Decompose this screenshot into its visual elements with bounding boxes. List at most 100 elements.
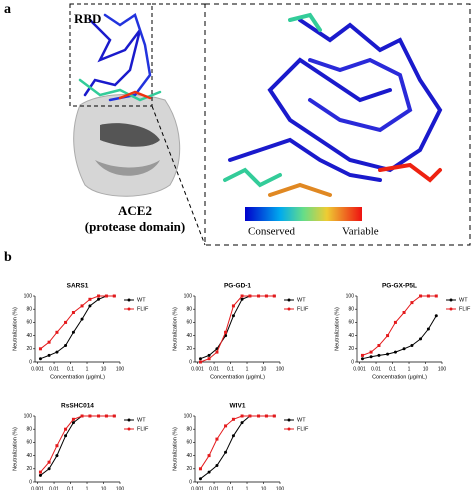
data-point bbox=[264, 294, 268, 298]
fit-curve bbox=[200, 295, 275, 360]
data-point bbox=[426, 327, 430, 331]
fit-curve bbox=[40, 415, 115, 476]
data-point bbox=[240, 414, 244, 418]
data-point bbox=[426, 294, 430, 298]
y-tick-label: 40 bbox=[348, 333, 354, 339]
x-tick-label: 0.1 bbox=[227, 486, 234, 490]
y-tick-label: 80 bbox=[348, 307, 354, 313]
data-point bbox=[257, 414, 261, 418]
ace2-sub: (protease domain) bbox=[85, 219, 186, 234]
x-axis-label: Concentration (μg/mL) bbox=[50, 374, 105, 380]
data-point bbox=[64, 320, 68, 324]
rbd-label: RBD bbox=[74, 11, 101, 26]
rbd-structure bbox=[78, 13, 162, 102]
data-point bbox=[360, 357, 364, 361]
legend-label: FLIF bbox=[459, 306, 471, 312]
x-tick-label: 10 bbox=[101, 486, 107, 490]
data-point bbox=[55, 444, 59, 448]
data-point bbox=[386, 352, 390, 356]
zoom-panel bbox=[204, 3, 471, 246]
data-point bbox=[198, 360, 202, 364]
y-axis-label: Neutralization (%) bbox=[172, 427, 178, 471]
legend-label: WT bbox=[459, 297, 468, 303]
x-tick-label: 0.001 bbox=[191, 486, 204, 490]
chart-title: WIV1 bbox=[230, 403, 246, 410]
data-point bbox=[248, 414, 252, 418]
x-tick-label: 0.01 bbox=[49, 486, 59, 490]
y-tick-label: 80 bbox=[26, 307, 32, 313]
x-tick-label: 0.001 bbox=[31, 366, 44, 372]
data-point bbox=[224, 450, 228, 454]
data-point bbox=[104, 294, 108, 298]
data-point bbox=[71, 421, 75, 425]
panel-label: b bbox=[4, 250, 12, 265]
legend-label: WT bbox=[297, 417, 306, 423]
x-tick-label: 0.1 bbox=[67, 366, 74, 372]
data-point bbox=[272, 294, 276, 298]
data-point bbox=[207, 353, 211, 357]
y-tick-label: 40 bbox=[26, 333, 32, 339]
data-point bbox=[215, 350, 219, 354]
legend-label: WT bbox=[137, 417, 146, 423]
legend-label: FLIF bbox=[137, 426, 149, 432]
fit-curve bbox=[40, 295, 115, 360]
y-tick-label: 0 bbox=[189, 479, 192, 485]
y-axis-label: Neutralization (%) bbox=[172, 307, 178, 351]
data-point bbox=[419, 337, 423, 341]
data-point bbox=[402, 347, 406, 351]
data-point bbox=[88, 297, 92, 301]
legend-marker bbox=[287, 427, 291, 431]
data-point bbox=[410, 301, 414, 305]
y-tick-label: 0 bbox=[351, 359, 354, 365]
x-axis-label: Concentration (μg/mL) bbox=[210, 374, 265, 380]
y-tick-label: 40 bbox=[186, 453, 192, 459]
data-point bbox=[97, 297, 101, 301]
data-point bbox=[240, 294, 244, 298]
data-point bbox=[434, 314, 438, 318]
data-point bbox=[64, 427, 68, 431]
x-tick-label: 10 bbox=[261, 366, 267, 372]
x-tick-label: 1 bbox=[408, 366, 411, 372]
data-point bbox=[393, 350, 397, 354]
data-point bbox=[434, 294, 438, 298]
data-point bbox=[369, 350, 373, 354]
data-point bbox=[104, 414, 108, 418]
legend-marker bbox=[127, 298, 131, 302]
legend-marker bbox=[127, 427, 131, 431]
fit-curve bbox=[40, 415, 115, 473]
color-bar-low: Conserved bbox=[248, 226, 296, 238]
data-point bbox=[112, 414, 116, 418]
data-point bbox=[80, 414, 84, 418]
data-point bbox=[207, 470, 211, 474]
fit-curve bbox=[362, 295, 437, 356]
legend-label: FLIF bbox=[297, 306, 309, 312]
data-point bbox=[47, 460, 51, 464]
x-tick-label: 1 bbox=[86, 366, 89, 372]
y-tick-label: 60 bbox=[186, 320, 192, 326]
legend-label: WT bbox=[297, 297, 306, 303]
data-point bbox=[97, 414, 101, 418]
data-point bbox=[112, 294, 116, 298]
data-point bbox=[257, 294, 261, 298]
x-tick-label: 1 bbox=[86, 486, 89, 490]
fit-curve bbox=[362, 315, 437, 360]
data-point bbox=[64, 344, 68, 347]
y-tick-label: 60 bbox=[186, 440, 192, 446]
data-point bbox=[369, 355, 373, 359]
data-point bbox=[64, 434, 68, 438]
data-point bbox=[198, 357, 202, 361]
data-point bbox=[360, 353, 364, 357]
chart-title: RsSHC014 bbox=[61, 403, 94, 410]
x-axis-label: Concentration (μg/mL) bbox=[372, 374, 427, 380]
y-tick-label: 40 bbox=[26, 453, 32, 459]
x-tick-label: 1 bbox=[246, 366, 249, 372]
legend-marker bbox=[287, 307, 291, 311]
y-tick-label: 60 bbox=[348, 320, 354, 326]
data-point bbox=[55, 454, 59, 458]
data-point bbox=[231, 304, 235, 308]
data-point bbox=[215, 437, 219, 441]
legend-label: FLIF bbox=[297, 426, 309, 432]
data-point bbox=[198, 467, 202, 471]
data-point bbox=[47, 467, 51, 471]
y-tick-label: 80 bbox=[186, 427, 192, 433]
